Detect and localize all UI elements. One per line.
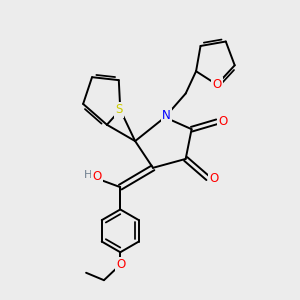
Text: O: O (93, 170, 102, 183)
Text: N: N (162, 109, 171, 122)
Text: S: S (115, 103, 122, 116)
Text: O: O (210, 172, 219, 185)
Text: O: O (212, 78, 221, 91)
Text: O: O (219, 115, 228, 128)
Text: H: H (84, 170, 93, 180)
Text: O: O (116, 258, 125, 271)
